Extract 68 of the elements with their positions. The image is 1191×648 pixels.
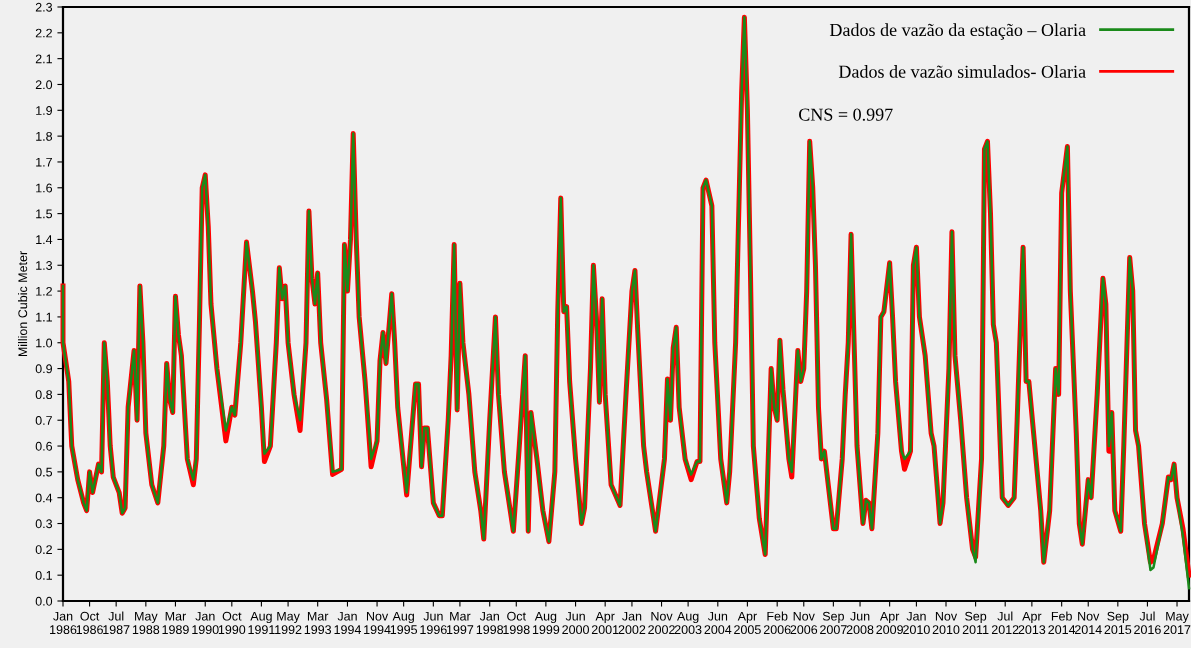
- x-tick-label: Sep 2007: [820, 611, 847, 635]
- x-tick-label: Sep 2015: [1104, 611, 1132, 635]
- y-tick-label: 1.7: [36, 157, 52, 167]
- x-tick-label: Apr 2001: [591, 611, 619, 635]
- x-tick-label: May 2017: [1163, 611, 1191, 635]
- x-tick-label: Mar 1993: [304, 611, 332, 635]
- x-tick-label: Feb 2006: [763, 611, 791, 635]
- x-tick-label: Jan 2010: [903, 611, 930, 635]
- x-tick-label: Jul 2012: [991, 611, 1019, 635]
- y-tick-label: 1.3: [36, 261, 53, 270]
- y-tick-label: 0.9: [35, 364, 52, 374]
- x-tick-label: Nov 2014: [1074, 611, 1102, 635]
- x-tick-label: Aug 1999: [532, 611, 560, 635]
- x-tick-label: Oct 1998: [503, 611, 530, 635]
- x-tick-label: Jun 2004: [704, 611, 732, 635]
- x-tick-label: Aug 2003: [674, 611, 702, 635]
- y-tick-label: 0.2: [35, 545, 52, 554]
- x-tick-label: Nov 1994: [364, 611, 391, 635]
- x-tick-label: Oct 1990: [218, 611, 246, 635]
- x-tick-label: Nov 2002: [648, 611, 675, 635]
- x-tick-label: Jan 2002: [618, 611, 646, 635]
- y-tick-label: 2.2: [35, 28, 52, 38]
- y-tick-label: 0.6: [35, 441, 53, 451]
- x-tick-label: Jan 1986: [50, 611, 77, 635]
- x-tick-label: Mar 1989: [162, 611, 189, 635]
- y-tick-label: 0.3: [35, 519, 53, 529]
- y-tick-label: 1.5: [36, 209, 53, 219]
- x-tick-label: Aug 1991: [248, 611, 275, 635]
- x-tick-label: Aug 1995: [390, 611, 418, 635]
- y-tick-label: 1.1: [36, 312, 52, 322]
- x-tick-label: Jan 1998: [476, 611, 504, 635]
- x-tick-label: Nov 2010: [932, 611, 960, 635]
- x-tick-label: Feb 2014: [1048, 611, 1076, 635]
- x-tick-label: Jun 2000: [562, 611, 589, 635]
- y-tick-label: 1.0: [36, 338, 53, 348]
- x-tick-label: Jan 1994: [334, 611, 362, 635]
- y-tick-label: 1.9: [36, 106, 52, 115]
- x-tick-label: May 1988: [132, 611, 160, 635]
- x-tick-label: Jul 2016: [1134, 611, 1161, 635]
- x-tick-label: Nov 2006: [790, 611, 818, 635]
- y-tick-label: 0.5: [35, 467, 53, 477]
- y-tick-label: 1.6: [36, 183, 53, 193]
- y-tick-label: 0.1: [35, 570, 52, 580]
- y-tick-label: 2.1: [35, 54, 52, 64]
- x-tick-label: May 1992: [275, 611, 302, 635]
- y-tick-label: 0.4: [35, 493, 53, 503]
- legend-label: Dados de vazão simulados- Olaria: [838, 65, 1086, 78]
- y-tick-label: 0.8: [35, 390, 53, 400]
- y-tick-label: 0.0: [35, 596, 53, 606]
- annotation: CNS = 0.997: [799, 108, 893, 121]
- y-tick-label: 1.2: [36, 286, 52, 296]
- x-tick-label: Jun 2008: [846, 611, 874, 635]
- y-tick-label: 0.7: [35, 416, 52, 425]
- x-tick-label: Mar 1997: [446, 611, 474, 635]
- y-tick-label: 1.8: [36, 131, 53, 141]
- y-tick-label: 2.3: [35, 2, 53, 12]
- y-axis-title: Million Cubic Meter: [18, 251, 28, 357]
- y-tick-label: 1.4: [36, 235, 53, 244]
- x-tick-label: Apr 2009: [876, 611, 903, 635]
- x-tick-label: Jan 1990: [192, 611, 219, 635]
- y-tick-label: 2.0: [35, 80, 53, 90]
- x-tick-label: Sep 2011: [962, 611, 989, 635]
- legend-label: Dados de vazão da estação – Olaria: [829, 23, 1086, 40]
- x-tick-label: Apr 2005: [734, 611, 761, 635]
- x-tick-label: Jul 1987: [103, 611, 130, 635]
- x-tick-label: Jun 1996: [420, 611, 447, 635]
- x-tick-label: Oct 1986: [76, 611, 103, 635]
- x-tick-label: Apr 2013: [1018, 611, 1046, 635]
